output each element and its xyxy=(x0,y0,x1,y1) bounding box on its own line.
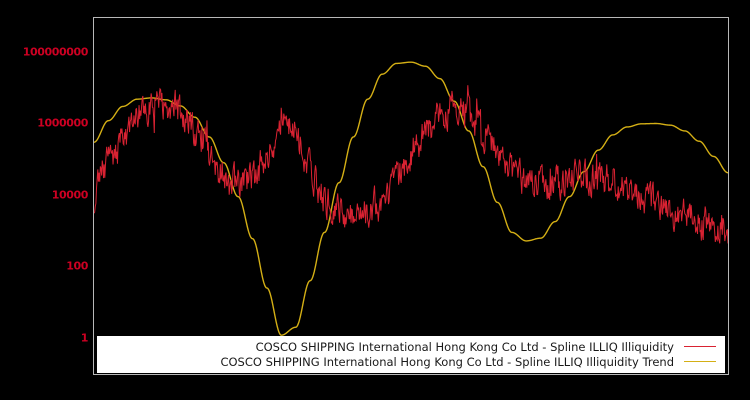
series-illiquidity xyxy=(94,85,728,244)
legend: COSCO SHIPPING International Hong Kong C… xyxy=(97,336,725,373)
series-illiquidity-trend xyxy=(94,61,728,336)
y-tick-label-1: 1 xyxy=(80,331,89,345)
legend-label-illiquidity: COSCO SHIPPING International Hong Kong C… xyxy=(255,339,674,354)
y-tick-label-10000: 10000 xyxy=(51,188,89,202)
legend-swatch-illiquidity xyxy=(684,346,716,347)
plot-canvas xyxy=(94,61,728,336)
legend-swatch-illiquidity-trend xyxy=(684,361,716,362)
y-tick-label-1000000: 1000000 xyxy=(37,116,88,130)
illiquidity-line xyxy=(94,85,728,244)
y-tick-label-100: 100 xyxy=(66,259,88,273)
y-tick-label-100000000: 100000000 xyxy=(22,45,89,59)
y-axis: 100000000 1000000 10000 100 1 xyxy=(0,0,89,400)
legend-label-illiquidity-trend: COSCO SHIPPING International Hong Kong C… xyxy=(220,354,674,369)
legend-row-illiquidity-trend: COSCO SHIPPING International Hong Kong C… xyxy=(98,354,724,369)
plot-area xyxy=(93,17,729,375)
legend-row-illiquidity: COSCO SHIPPING International Hong Kong C… xyxy=(98,339,724,354)
trend-line xyxy=(94,61,728,336)
